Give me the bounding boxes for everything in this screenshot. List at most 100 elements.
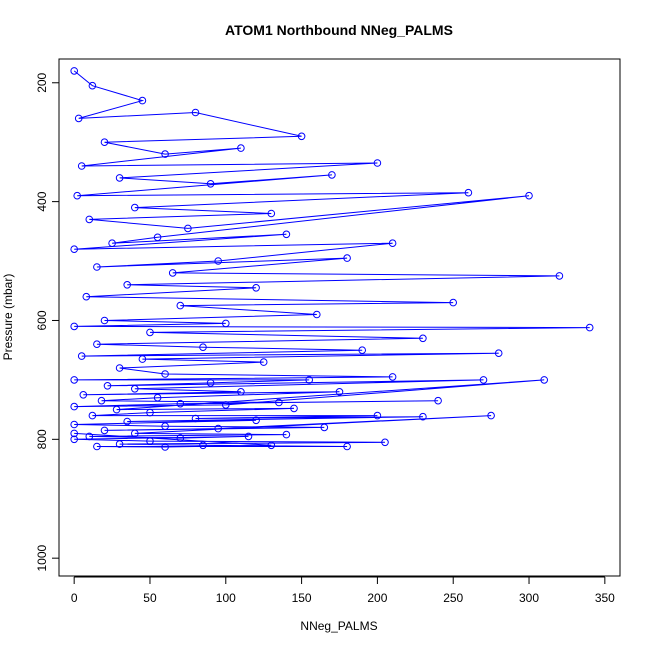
- data-point: [525, 191, 533, 200]
- data-point: [138, 96, 147, 105]
- data-point: [70, 322, 78, 331]
- data-point: [222, 319, 230, 328]
- data-point: [449, 298, 458, 307]
- data-point: [123, 281, 131, 289]
- data-point: [70, 420, 78, 429]
- y-tick-label: 600: [35, 310, 49, 330]
- data-point: [115, 440, 124, 448]
- data-point: [373, 159, 382, 167]
- x-tick-label: 100: [216, 591, 236, 605]
- data-point: [206, 180, 215, 188]
- data-point: [328, 171, 336, 179]
- data-point: [138, 355, 147, 363]
- data-point: [70, 376, 78, 384]
- y-tick-label: 800: [35, 429, 49, 449]
- data-point: [388, 239, 397, 247]
- data-point: [176, 434, 185, 442]
- data-point: [153, 233, 162, 242]
- data-point: [70, 402, 78, 411]
- data-point: [100, 316, 109, 325]
- data-point: [214, 257, 222, 265]
- data-point: [153, 393, 162, 402]
- data-point: [93, 263, 101, 271]
- y-axis-label: Pressure (mbar): [1, 274, 15, 361]
- data-point: [267, 209, 276, 218]
- y-tick-label: 400: [35, 191, 49, 211]
- data-point: [305, 376, 314, 384]
- data-point: [487, 411, 495, 420]
- data-point: [85, 432, 94, 441]
- data-point: [176, 301, 185, 310]
- data-point: [419, 334, 427, 343]
- data-point: [191, 414, 200, 423]
- series-line: [73, 70, 590, 448]
- x-axis-label: NNeg_PALMS: [300, 619, 377, 633]
- data-point: [97, 396, 106, 405]
- data-point: [115, 174, 124, 182]
- data-point: [585, 323, 594, 332]
- data-point: [222, 401, 230, 409]
- data-point: [79, 391, 88, 399]
- y-axis: 200 400 600 800 1000: [35, 72, 60, 572]
- data-point: [297, 132, 306, 141]
- data-point: [282, 230, 291, 239]
- data-point: [74, 114, 83, 123]
- data-point: [146, 328, 154, 337]
- data-point: [479, 376, 488, 384]
- data-point: [184, 224, 192, 233]
- data-point: [267, 441, 276, 450]
- data-point: [161, 443, 169, 451]
- x-tick-label: 250: [443, 591, 463, 605]
- data-point: [88, 81, 97, 90]
- data-point: [146, 408, 154, 417]
- data-point: [82, 292, 91, 301]
- data-point: [388, 373, 397, 381]
- data-point: [70, 67, 78, 75]
- data-point: [77, 162, 86, 170]
- chart-title: ATOM1 Northbound NNeg_PALMS: [225, 22, 453, 38]
- data-point: [206, 379, 215, 387]
- data-point: [176, 399, 185, 408]
- x-tick-label: 200: [367, 591, 387, 605]
- data-point: [214, 424, 222, 433]
- data-point: [131, 203, 139, 212]
- data-point: [199, 441, 207, 450]
- data-point: [555, 272, 564, 280]
- data-point: [373, 411, 382, 420]
- data-point: [343, 442, 351, 451]
- data-point: [313, 310, 321, 319]
- data-point: [146, 437, 154, 445]
- data-point: [320, 423, 329, 432]
- data-point: [103, 382, 112, 390]
- data-point: [252, 416, 260, 425]
- data-point: [93, 340, 101, 349]
- data-point: [199, 343, 207, 352]
- data-point: [112, 405, 121, 414]
- data-point: [100, 426, 109, 435]
- data-point: [73, 191, 81, 200]
- data-point: [381, 438, 389, 447]
- data-point: [115, 364, 124, 372]
- data-point: [131, 429, 139, 438]
- data-point: [131, 385, 139, 393]
- x-tick-label: 50: [143, 591, 157, 605]
- data-point: [237, 144, 245, 152]
- data-point: [244, 432, 253, 441]
- x-tick-label: 150: [292, 591, 312, 605]
- data-point: [93, 442, 101, 451]
- data-point: [168, 269, 177, 277]
- y-tick-label: 200: [35, 72, 49, 92]
- data-point: [161, 370, 169, 378]
- x-tick-label: 0: [71, 591, 78, 605]
- data-point: [70, 435, 78, 444]
- data-point: [282, 430, 291, 439]
- data-point: [77, 352, 86, 360]
- data-point: [123, 417, 131, 426]
- data-point: [252, 284, 260, 292]
- x-tick-label: 350: [595, 591, 615, 605]
- data-point: [161, 422, 169, 431]
- data-point: [335, 388, 344, 396]
- data-point: [70, 429, 78, 438]
- data-point: [290, 404, 298, 413]
